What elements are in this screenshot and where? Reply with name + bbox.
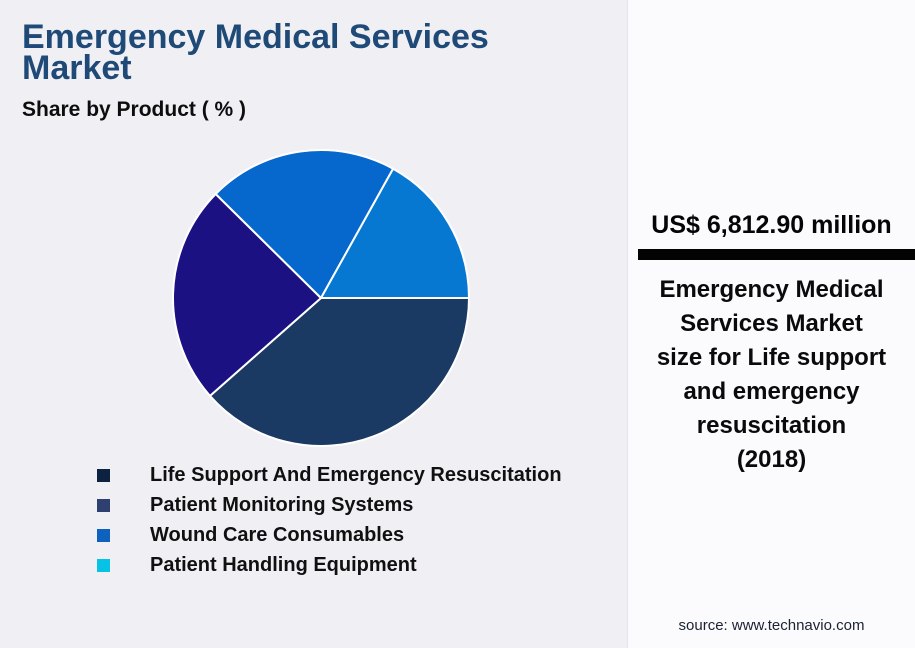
legend-label: Life Support And Emergency Resuscitation (150, 463, 562, 486)
legend-swatch (97, 558, 110, 572)
legend-item-patient-monitoring: Patient Monitoring Systems (97, 490, 562, 520)
legend-item-life-support: Life Support And Emergency Resuscitation (97, 460, 562, 490)
headline-underline-bar (638, 249, 915, 260)
legend-item-wound-care: Wound Care Consumables (97, 520, 562, 550)
market-size-description: Emergency Medical Services Market size f… (656, 276, 887, 473)
page-title: Emergency Medical Services Market (22, 18, 489, 87)
legend-item-patient-handling: Patient Handling Equipment (97, 550, 562, 580)
chart-legend: Life Support And Emergency Resuscitation… (97, 460, 562, 580)
pie-slice-wound-care (214, 149, 395, 299)
pie-slice-patient-monitoring (172, 193, 322, 397)
pie-chart (172, 149, 470, 447)
legend-label: Patient Monitoring Systems (150, 493, 414, 516)
chart-subtitle: Share by Product ( % ) (22, 98, 247, 121)
legend-label: Patient Handling Equipment (150, 553, 417, 576)
pie-slice-life-support (208, 297, 470, 447)
pie-chart-container (171, 148, 471, 448)
legend-swatch (97, 468, 110, 482)
source-attribution: source: www.technavio.com (678, 617, 865, 634)
market-size-value: US$ 6,812.90 million (651, 211, 892, 239)
info-side-panel: US$ 6,812.90 million Emergency Medical S… (627, 0, 915, 648)
legend-swatch (97, 498, 110, 512)
legend-swatch (97, 528, 110, 542)
legend-label: Wound Care Consumables (150, 523, 405, 546)
pie-slice-patient-handling (320, 167, 470, 299)
chart-area: Emergency Medical Services Market Share … (22, 18, 562, 580)
